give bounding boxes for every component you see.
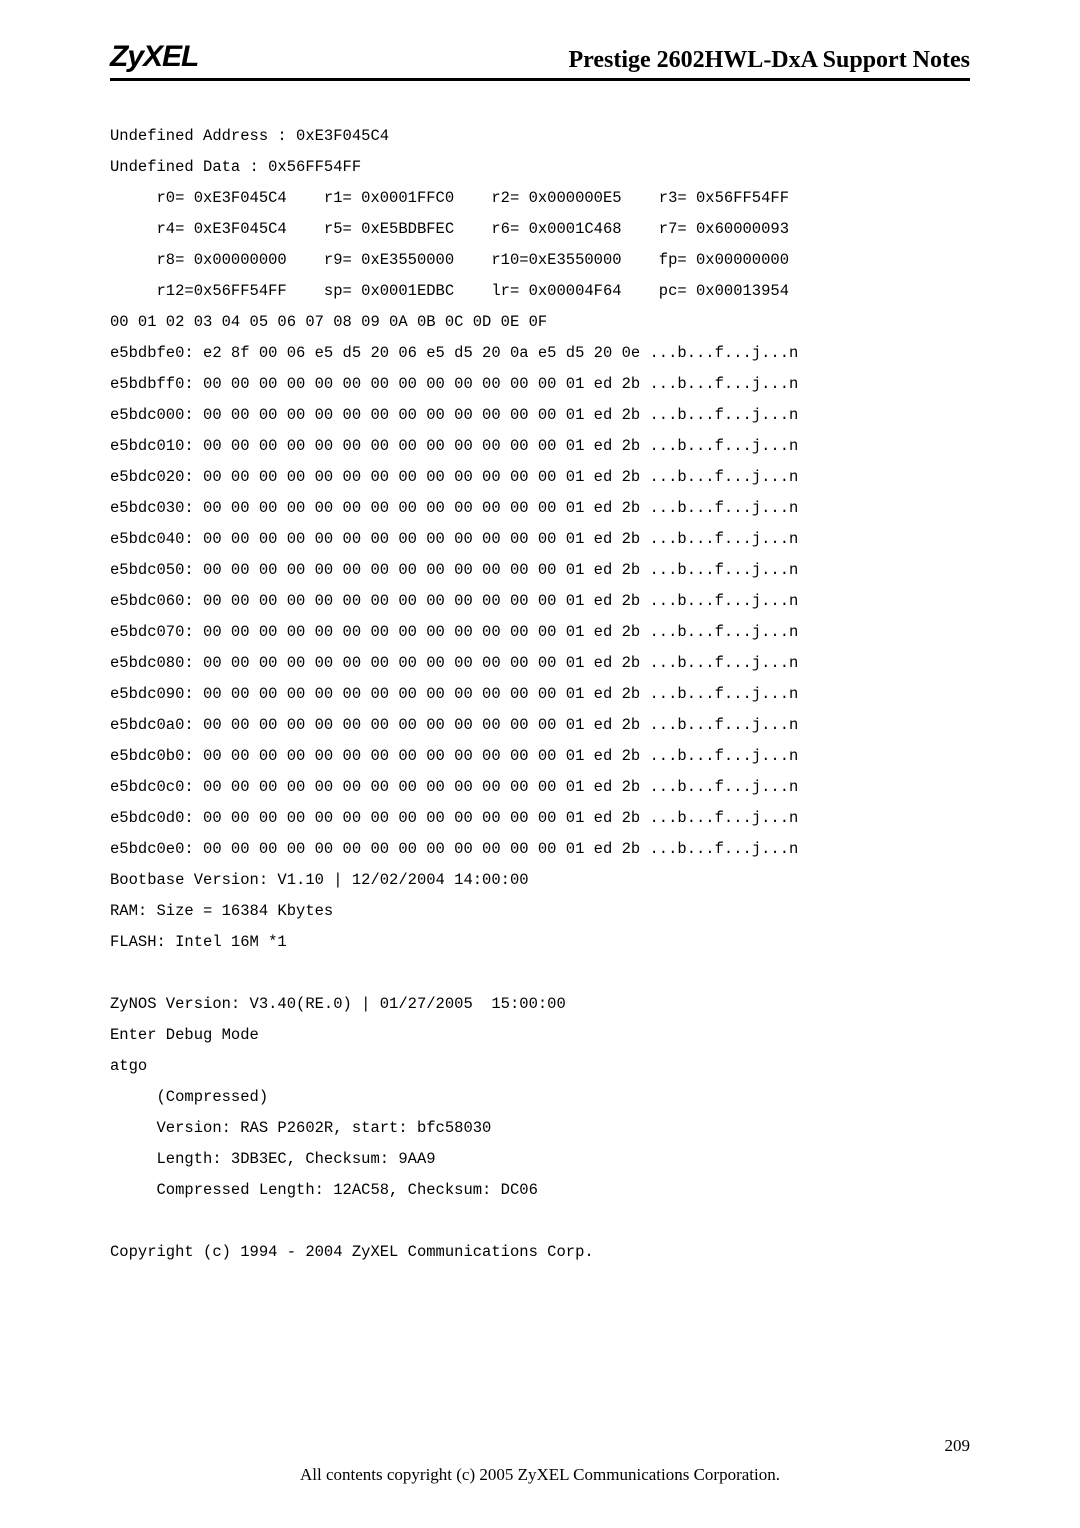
- dump-line: e5bdbfe0: e2 8f 00 06 e5 d5 20 06 e5 d5 …: [110, 344, 798, 362]
- dump-line: Copyright (c) 1994 - 2004 ZyXEL Communic…: [110, 1243, 594, 1261]
- dump-line: FLASH: Intel 16M *1: [110, 933, 287, 951]
- dump-line: Compressed Length: 12AC58, Checksum: DC0…: [110, 1181, 538, 1199]
- dump-line: e5bdc040: 00 00 00 00 00 00 00 00 00 00 …: [110, 530, 798, 548]
- dump-line: Enter Debug Mode: [110, 1026, 259, 1044]
- page-title: Prestige 2602HWL-DxA Support Notes: [568, 47, 970, 74]
- dump-line: r4= 0xE3F045C4 r5= 0xE5BDBFEC r6= 0x0001…: [110, 220, 789, 238]
- dump-line: e5bdc020: 00 00 00 00 00 00 00 00 00 00 …: [110, 468, 798, 486]
- page: ZyXEL Prestige 2602HWL-DxA Support Notes…: [0, 0, 1080, 1528]
- dump-line: e5bdc050: 00 00 00 00 00 00 00 00 00 00 …: [110, 561, 798, 579]
- dump-line: Undefined Data : 0x56FF54FF: [110, 158, 361, 176]
- dump-line: e5bdc0c0: 00 00 00 00 00 00 00 00 00 00 …: [110, 778, 798, 796]
- dump-line: Undefined Address : 0xE3F045C4: [110, 127, 389, 145]
- dump-line: 00 01 02 03 04 05 06 07 08 09 0A 0B 0C 0…: [110, 313, 547, 331]
- terminal-dump: Undefined Address : 0xE3F045C4 Undefined…: [110, 121, 970, 1268]
- dump-line: atgo: [110, 1057, 147, 1075]
- dump-line: e5bdc070: 00 00 00 00 00 00 00 00 00 00 …: [110, 623, 798, 641]
- dump-line: e5bdc0e0: 00 00 00 00 00 00 00 00 00 00 …: [110, 840, 798, 858]
- dump-line: e5bdc000: 00 00 00 00 00 00 00 00 00 00 …: [110, 406, 798, 424]
- dump-line: e5bdc0d0: 00 00 00 00 00 00 00 00 00 00 …: [110, 809, 798, 827]
- dump-line: Bootbase Version: V1.10 | 12/02/2004 14:…: [110, 871, 529, 889]
- dump-line: e5bdc060: 00 00 00 00 00 00 00 00 00 00 …: [110, 592, 798, 610]
- dump-line: r0= 0xE3F045C4 r1= 0x0001FFC0 r2= 0x0000…: [110, 189, 789, 207]
- dump-line: Length: 3DB3EC, Checksum: 9AA9: [110, 1150, 436, 1168]
- footer-copyright: All contents copyright (c) 2005 ZyXEL Co…: [0, 1465, 1080, 1485]
- logo-text: ZyXEL: [110, 40, 198, 74]
- dump-line: e5bdc010: 00 00 00 00 00 00 00 00 00 00 …: [110, 437, 798, 455]
- dump-line: e5bdc090: 00 00 00 00 00 00 00 00 00 00 …: [110, 685, 798, 703]
- dump-line: Version: RAS P2602R, start: bfc58030: [110, 1119, 491, 1137]
- dump-line: e5bdbff0: 00 00 00 00 00 00 00 00 00 00 …: [110, 375, 798, 393]
- dump-line: ZyNOS Version: V3.40(RE.0) | 01/27/2005 …: [110, 995, 566, 1013]
- dump-line: r8= 0x00000000 r9= 0xE3550000 r10=0xE355…: [110, 251, 789, 269]
- page-number: 209: [945, 1436, 971, 1456]
- page-header: ZyXEL Prestige 2602HWL-DxA Support Notes: [110, 40, 970, 81]
- dump-line: RAM: Size = 16384 Kbytes: [110, 902, 333, 920]
- dump-line: r12=0x56FF54FF sp= 0x0001EDBC lr= 0x0000…: [110, 282, 789, 300]
- dump-line: e5bdc0a0: 00 00 00 00 00 00 00 00 00 00 …: [110, 716, 798, 734]
- dump-line: e5bdc0b0: 00 00 00 00 00 00 00 00 00 00 …: [110, 747, 798, 765]
- dump-line: e5bdc080: 00 00 00 00 00 00 00 00 00 00 …: [110, 654, 798, 672]
- dump-line: e5bdc030: 00 00 00 00 00 00 00 00 00 00 …: [110, 499, 798, 517]
- dump-line: (Compressed): [110, 1088, 268, 1106]
